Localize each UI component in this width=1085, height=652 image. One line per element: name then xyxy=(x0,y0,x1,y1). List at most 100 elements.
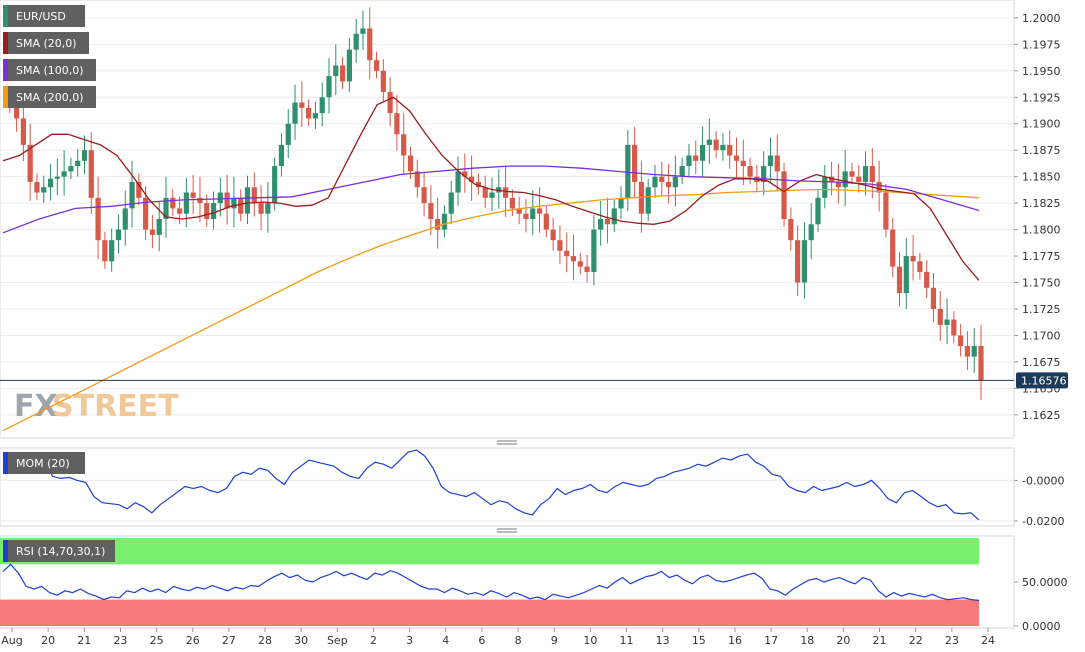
rsi-oversold-band xyxy=(0,599,979,626)
legend-sma100[interactable]: SMA (100,0) xyxy=(3,59,96,81)
date-tick-label: Aug xyxy=(1,634,22,647)
legend-sma200[interactable]: SMA (200,0) xyxy=(3,86,96,108)
candle xyxy=(95,176,101,260)
candle xyxy=(326,58,332,114)
candle xyxy=(720,133,726,161)
watermark-street: STREET xyxy=(52,389,179,424)
candle xyxy=(958,323,964,357)
date-tick-label: 23 xyxy=(113,634,127,647)
date-tick-label: 24 xyxy=(981,634,995,647)
candle xyxy=(462,153,468,193)
date-tick-label: 26 xyxy=(186,634,200,647)
candle xyxy=(652,165,658,198)
sma20-line xyxy=(2,96,980,281)
candle xyxy=(272,157,278,211)
candle xyxy=(774,134,780,191)
candle xyxy=(34,173,40,201)
candle xyxy=(795,225,801,296)
candle xyxy=(367,7,373,80)
price-tick-label: 1.1675 xyxy=(1022,356,1061,369)
candle xyxy=(896,251,903,307)
date-tick-label: 15 xyxy=(692,634,706,647)
legend-rsi[interactable]: RSI (14,70,30,1) xyxy=(3,540,115,562)
candle xyxy=(930,272,937,323)
candle xyxy=(713,131,719,158)
candle xyxy=(835,163,841,204)
candle xyxy=(747,157,753,185)
price-tick-label: 1.1950 xyxy=(1022,65,1061,78)
candle xyxy=(869,148,875,199)
candle xyxy=(312,101,319,129)
rsi-panel xyxy=(0,535,1015,629)
candle xyxy=(441,205,448,238)
candle xyxy=(862,151,869,196)
date-tick-label: 22 xyxy=(909,634,923,647)
legend-sma20[interactable]: SMA (20,0) xyxy=(3,32,89,54)
candle xyxy=(387,77,393,127)
candle xyxy=(856,165,862,193)
candle xyxy=(944,298,950,344)
candle xyxy=(27,123,33,202)
candle xyxy=(475,173,482,195)
candle xyxy=(672,155,678,207)
candle xyxy=(665,163,672,204)
rsi-tick-label: 0.0000 xyxy=(1022,620,1061,633)
candle xyxy=(530,190,536,236)
panel-divider-1[interactable] xyxy=(497,440,517,445)
candle xyxy=(598,201,604,246)
candle xyxy=(204,194,210,227)
date-tick-label: 16 xyxy=(728,634,742,647)
legend-symbol[interactable]: EUR/USD xyxy=(3,5,85,27)
candle xyxy=(733,137,740,177)
date-tick-label: 18 xyxy=(800,634,814,647)
candle xyxy=(122,190,128,246)
legend-mom[interactable]: MOM (20) xyxy=(3,452,85,474)
candle xyxy=(265,181,271,233)
candle xyxy=(333,44,339,96)
price-axis: 1.2000 1.1975 1.1950 1.1925 1.1900 1.1875 1.18… xyxy=(1014,12,1061,422)
date-tick-label: 8 xyxy=(515,634,522,647)
candle xyxy=(68,157,74,179)
candle xyxy=(41,175,47,204)
candle xyxy=(346,37,352,92)
candle xyxy=(550,217,556,251)
candle xyxy=(102,231,108,269)
candle xyxy=(740,139,746,186)
price-tick-label: 1.1850 xyxy=(1022,171,1061,184)
panel-divider-2[interactable] xyxy=(497,528,517,533)
candle xyxy=(231,176,237,228)
candle xyxy=(883,184,889,238)
candle xyxy=(516,196,522,225)
candle xyxy=(469,155,475,202)
candle xyxy=(285,108,291,159)
price-tick-label: 1.1800 xyxy=(1022,224,1061,237)
candle xyxy=(632,126,638,199)
date-tick-label: 27 xyxy=(222,634,236,647)
sma200-line xyxy=(2,188,980,432)
candle xyxy=(251,172,257,217)
date-tick-label: Sep xyxy=(327,634,348,647)
price-tick-label: 1.1700 xyxy=(1022,329,1061,342)
date-tick-label: 28 xyxy=(258,634,272,647)
candle xyxy=(319,82,325,127)
candle xyxy=(210,191,217,230)
candle xyxy=(978,324,984,401)
date-tick-label: 2 xyxy=(370,634,377,647)
svg-text:SMA (20,0): SMA (20,0) xyxy=(16,37,77,50)
date-tick-label: 20 xyxy=(836,634,850,647)
date-axis: Aug 20 21 23 25 26 27 28 30 Sep 2 3 4 6 8 9 10 11 13 15 16 17… xyxy=(1,628,995,647)
price-tick-label: 1.1875 xyxy=(1022,144,1061,157)
candle xyxy=(509,189,515,217)
candle xyxy=(448,180,454,225)
candle xyxy=(659,161,665,196)
date-tick-label: 6 xyxy=(478,634,485,647)
svg-text:EUR/USD: EUR/USD xyxy=(16,10,66,23)
candle xyxy=(584,254,590,283)
price-tick-label: 1.1725 xyxy=(1022,303,1061,316)
price-tick-label: 1.1825 xyxy=(1022,197,1061,210)
candle xyxy=(414,159,420,198)
candle xyxy=(564,232,570,273)
candle xyxy=(20,100,26,162)
candle xyxy=(890,217,896,278)
candle xyxy=(136,173,142,206)
